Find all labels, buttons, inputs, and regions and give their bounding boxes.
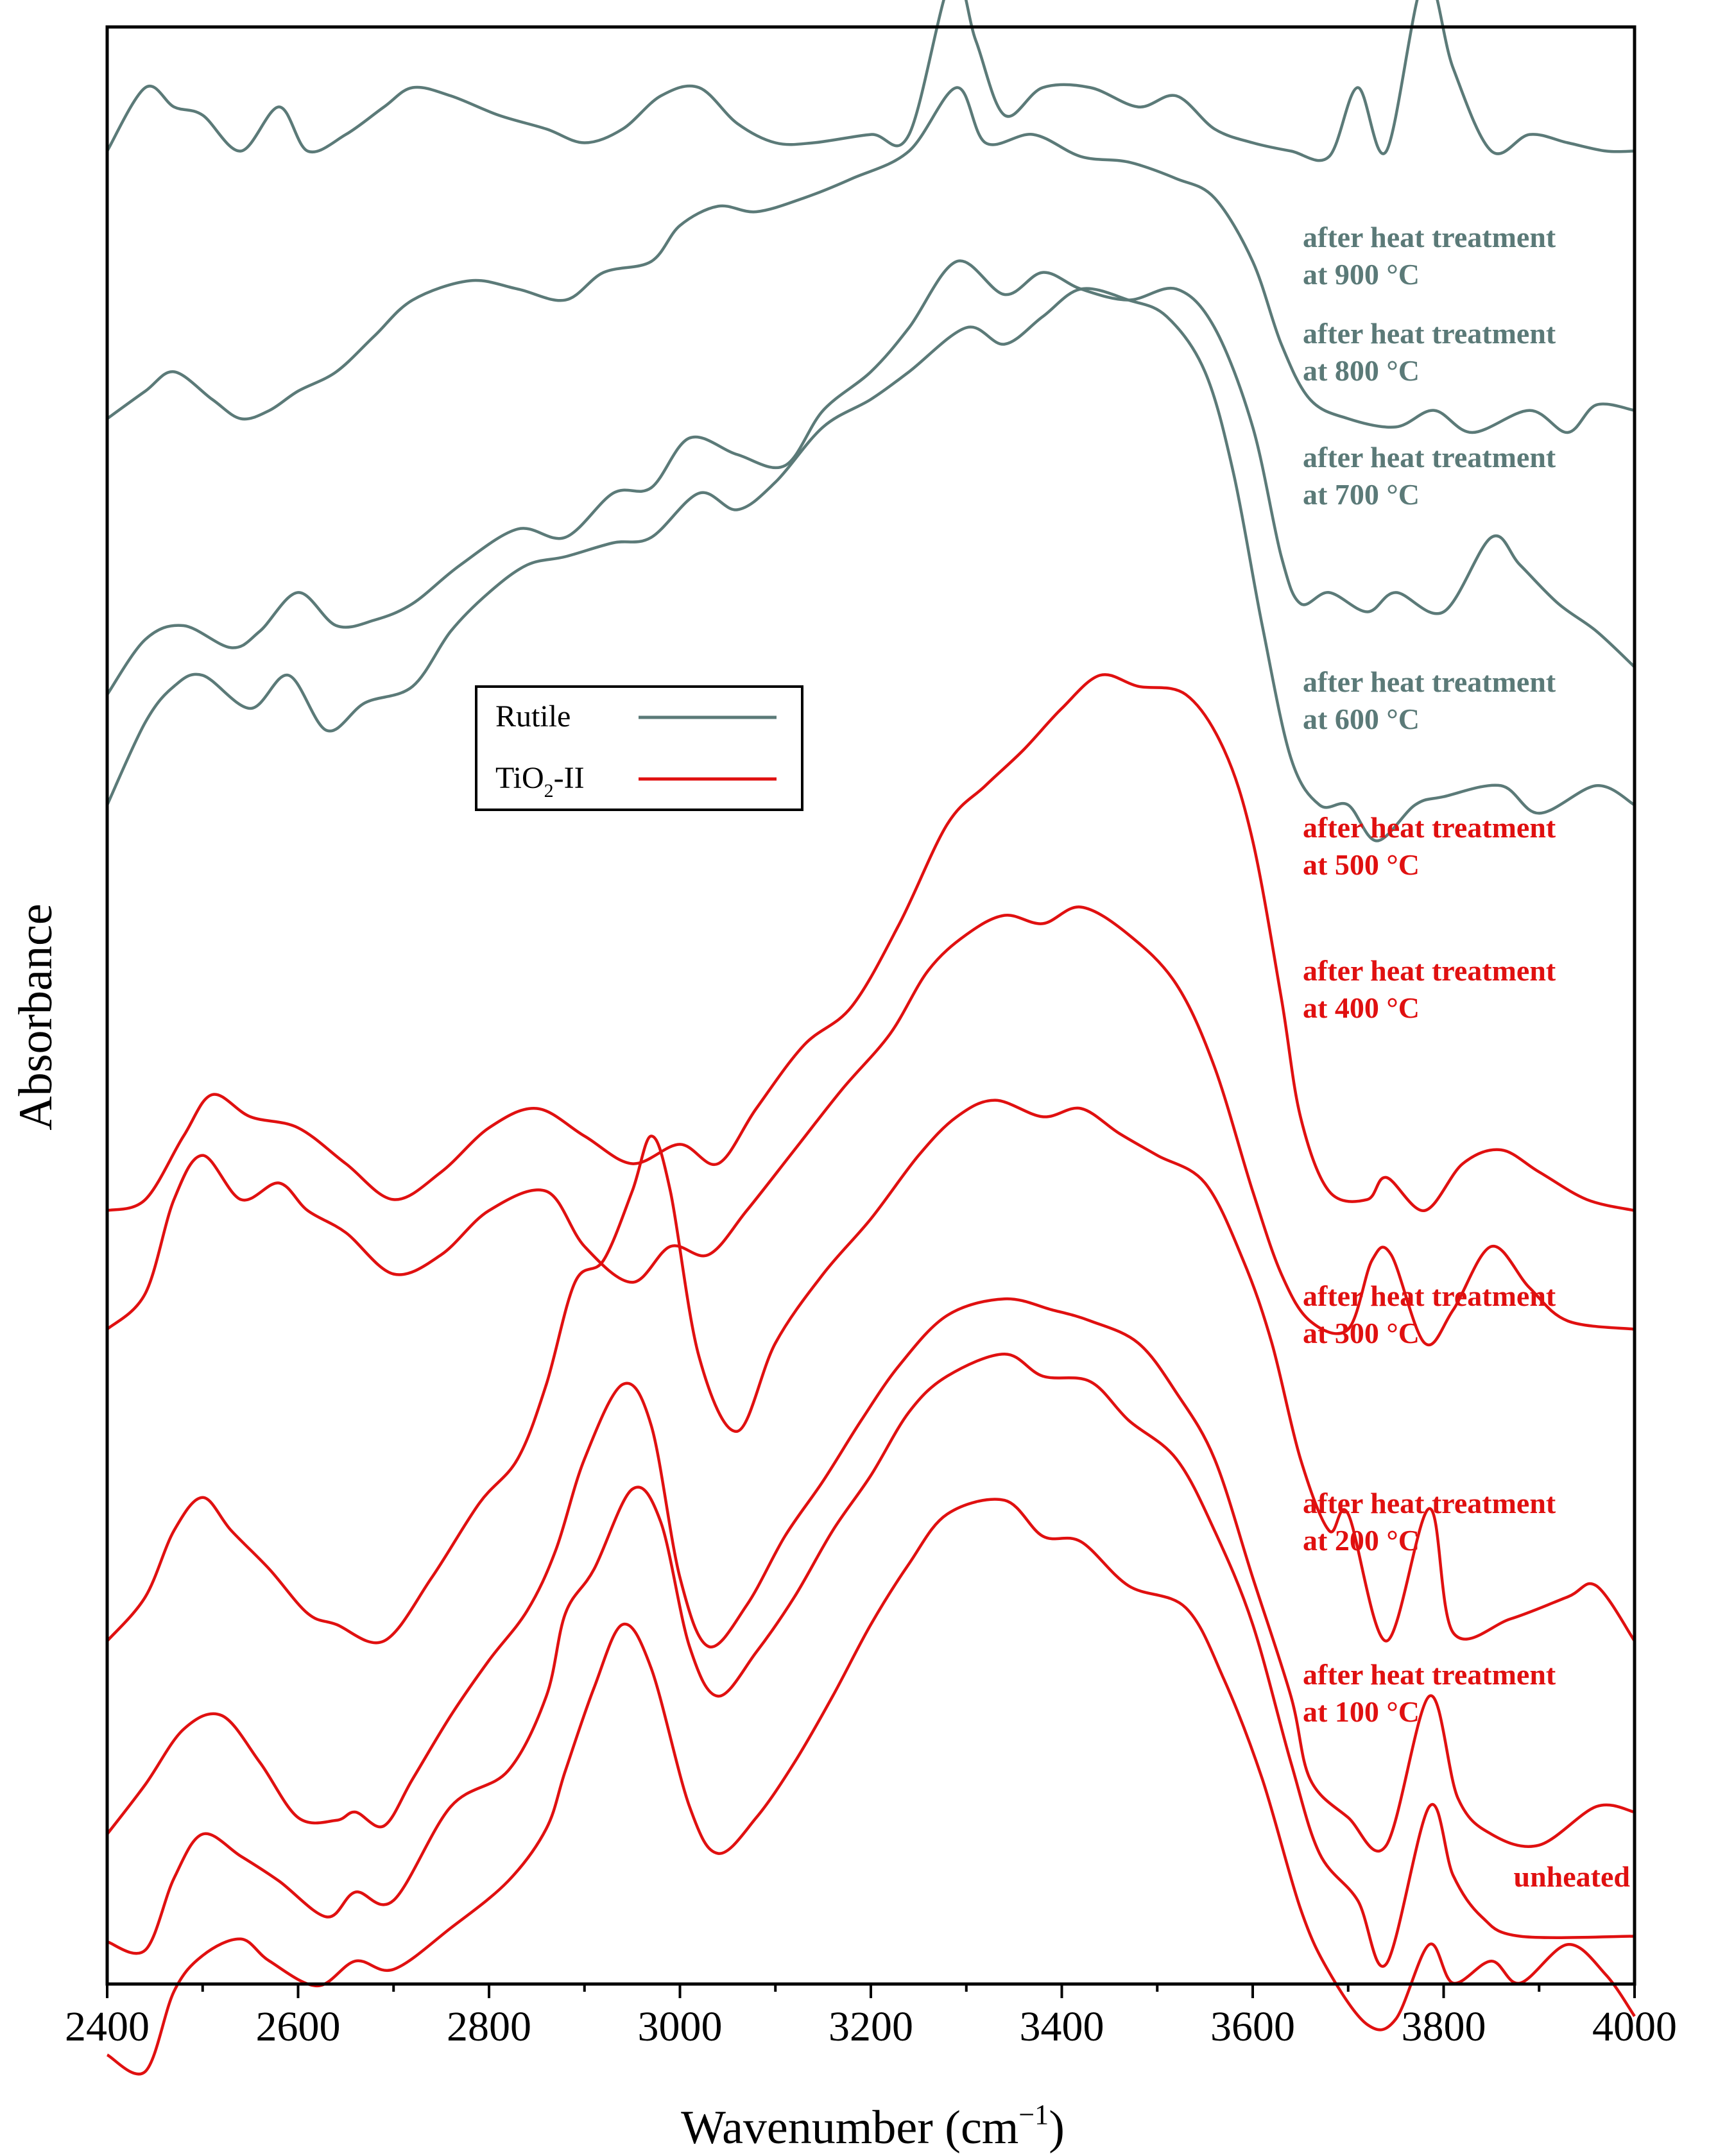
legend: Rutile TiO2-II xyxy=(475,685,803,811)
curve-label-300-line1: at 300 °C xyxy=(1303,1317,1420,1349)
x-tick-label: 4000 xyxy=(1592,2003,1677,2050)
spectrum-line-400 xyxy=(106,905,1635,1346)
x-axis-title-main: Wavenumber (cm xyxy=(681,2101,1018,2154)
spectrum-line-300 xyxy=(106,1099,1636,1645)
x-tick-label: 2800 xyxy=(447,2003,531,2050)
curve-label-400-line1: at 400 °C xyxy=(1303,991,1420,1024)
curve-label-unheated-line0: unheated xyxy=(1514,1860,1631,1893)
spectrum-line-100 xyxy=(107,1352,1635,1968)
legend-label-rutile: Rutile xyxy=(495,699,571,733)
curve-label-200-line0: after heat treatment xyxy=(1303,1487,1556,1519)
x-axis-title: Wavenumber (cm−1) xyxy=(681,2099,1065,2154)
x-axis-ticks: 2400 2600 2800 3000 3200 3400 3600 3800 4000 xyxy=(65,1984,1677,2050)
legend-box xyxy=(475,685,803,811)
curve-label-800-line1: at 800 °C xyxy=(1303,354,1420,387)
x-tick-label: 2600 xyxy=(256,2003,341,2050)
legend-label-tio2-main: TiO xyxy=(495,761,544,795)
curve-label-800-line0: after heat treatment xyxy=(1303,317,1556,350)
y-axis-title: Absorbance xyxy=(10,903,62,1130)
spectrum-line-200 xyxy=(106,1297,1635,1852)
curve-label-700-line0: after heat treatment xyxy=(1303,441,1556,474)
x-tick-label: 3400 xyxy=(1020,2003,1104,2050)
curve-labels: unheated after heat treatment at 100 °C aft… xyxy=(1303,221,1630,1893)
curve-label-900-line1: at 900 °C xyxy=(1303,258,1420,291)
spectrum-line-unheated xyxy=(106,1498,1636,2076)
x-tick-label: 3600 xyxy=(1210,2003,1295,2050)
spectrum-line-700 xyxy=(106,259,1636,696)
curve-label-100-line1: at 100 °C xyxy=(1303,1695,1420,1728)
curve-label-500-line1: at 500 °C xyxy=(1303,848,1420,881)
curve-label-600-line1: at 600 °C xyxy=(1303,703,1420,735)
spectrum-line-500 xyxy=(107,673,1635,1212)
x-tick-label: 3200 xyxy=(829,2003,913,2050)
legend-label-tio2-suffix: -II xyxy=(554,761,585,795)
curve-label-600-line0: after heat treatment xyxy=(1303,665,1556,698)
curve-label-200-line1: at 200 °C xyxy=(1303,1524,1420,1557)
spectrum-line-800 xyxy=(106,86,1635,434)
curve-label-300-line0: after heat treatment xyxy=(1303,1279,1556,1312)
x-tick-label: 3800 xyxy=(1402,2003,1486,2050)
legend-label-tio2: TiO2-II xyxy=(495,761,585,801)
curve-label-900-line0: after heat treatment xyxy=(1303,221,1556,253)
legend-label-tio2-sub: 2 xyxy=(544,780,554,801)
x-tick-label: 3000 xyxy=(638,2003,723,2050)
x-axis-title-sup: −1 xyxy=(1018,2099,1049,2130)
curve-label-400-line0: after heat treatment xyxy=(1303,954,1556,987)
x-tick-label: 2400 xyxy=(65,2003,150,2050)
spectrum-line-600 xyxy=(105,287,1636,843)
curve-label-500-line0: after heat treatment xyxy=(1303,811,1556,844)
curve-label-100-line0: after heat treatment xyxy=(1303,1658,1556,1691)
curve-label-700-line1: at 700 °C xyxy=(1303,478,1420,511)
x-axis-title-close: ) xyxy=(1049,2101,1065,2154)
